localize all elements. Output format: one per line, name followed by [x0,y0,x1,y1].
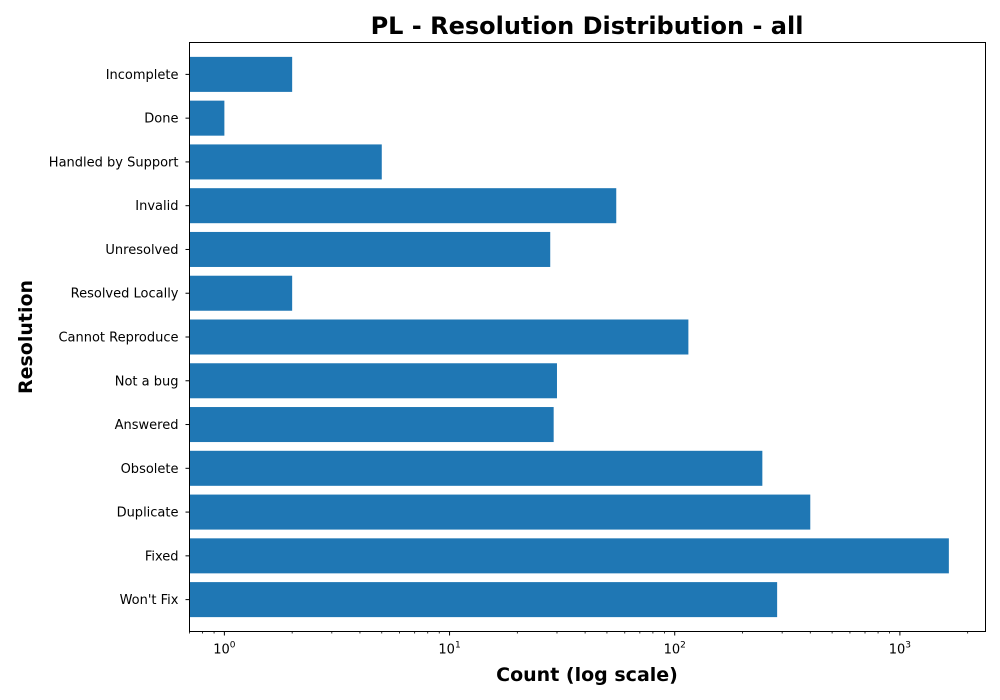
x-tick-label: 102 [664,641,686,658]
y-tick-label: Unresolved [105,243,178,258]
bar-handled-by-support [189,144,382,180]
y-tick-label: Resolved Locally [71,287,179,302]
y-tick-label: Cannot Reproduce [58,331,178,346]
y-axis: Won't Fix Fixed Duplicate Obsolete Answered N… [49,68,190,608]
x-tick-label: 103 [889,641,911,658]
bars-group [189,56,949,618]
x-axis-label: Count (log scale) [496,664,678,686]
bar-answered [189,407,554,443]
y-tick-label: Won't Fix [120,593,179,608]
y-tick-label: Not a bug [115,374,179,389]
y-tick-label: Handled by Support [49,155,179,170]
y-axis-label: Resolution [15,280,37,394]
x-axis: 100 101 102 103 [189,631,969,658]
chart-title: PL - Resolution Distribution - all [371,12,804,40]
bar-resolved-locally [189,275,293,311]
bar-cannot-reproduce [189,319,689,355]
y-tick-label: Duplicate [117,506,179,521]
bar-fixed [189,538,949,574]
y-tick-label: Fixed [145,549,179,564]
x-tick-label: 100 [213,641,236,658]
x-tick-label: 101 [438,641,460,658]
y-tick-label: Done [144,112,178,127]
bar-duplicate [189,494,811,530]
y-tick-label: Obsolete [121,462,179,477]
bar-obsolete [189,450,763,486]
y-tick-label: Incomplete [106,68,179,83]
bar-won-t-fix [189,582,778,618]
bar-done [189,100,225,136]
y-tick-label: Invalid [135,199,178,214]
bar-not-a-bug [189,363,557,399]
bar-unresolved [189,231,551,267]
bar-invalid [189,188,617,224]
bar-incomplete [189,56,293,92]
y-tick-label: Answered [115,418,179,433]
